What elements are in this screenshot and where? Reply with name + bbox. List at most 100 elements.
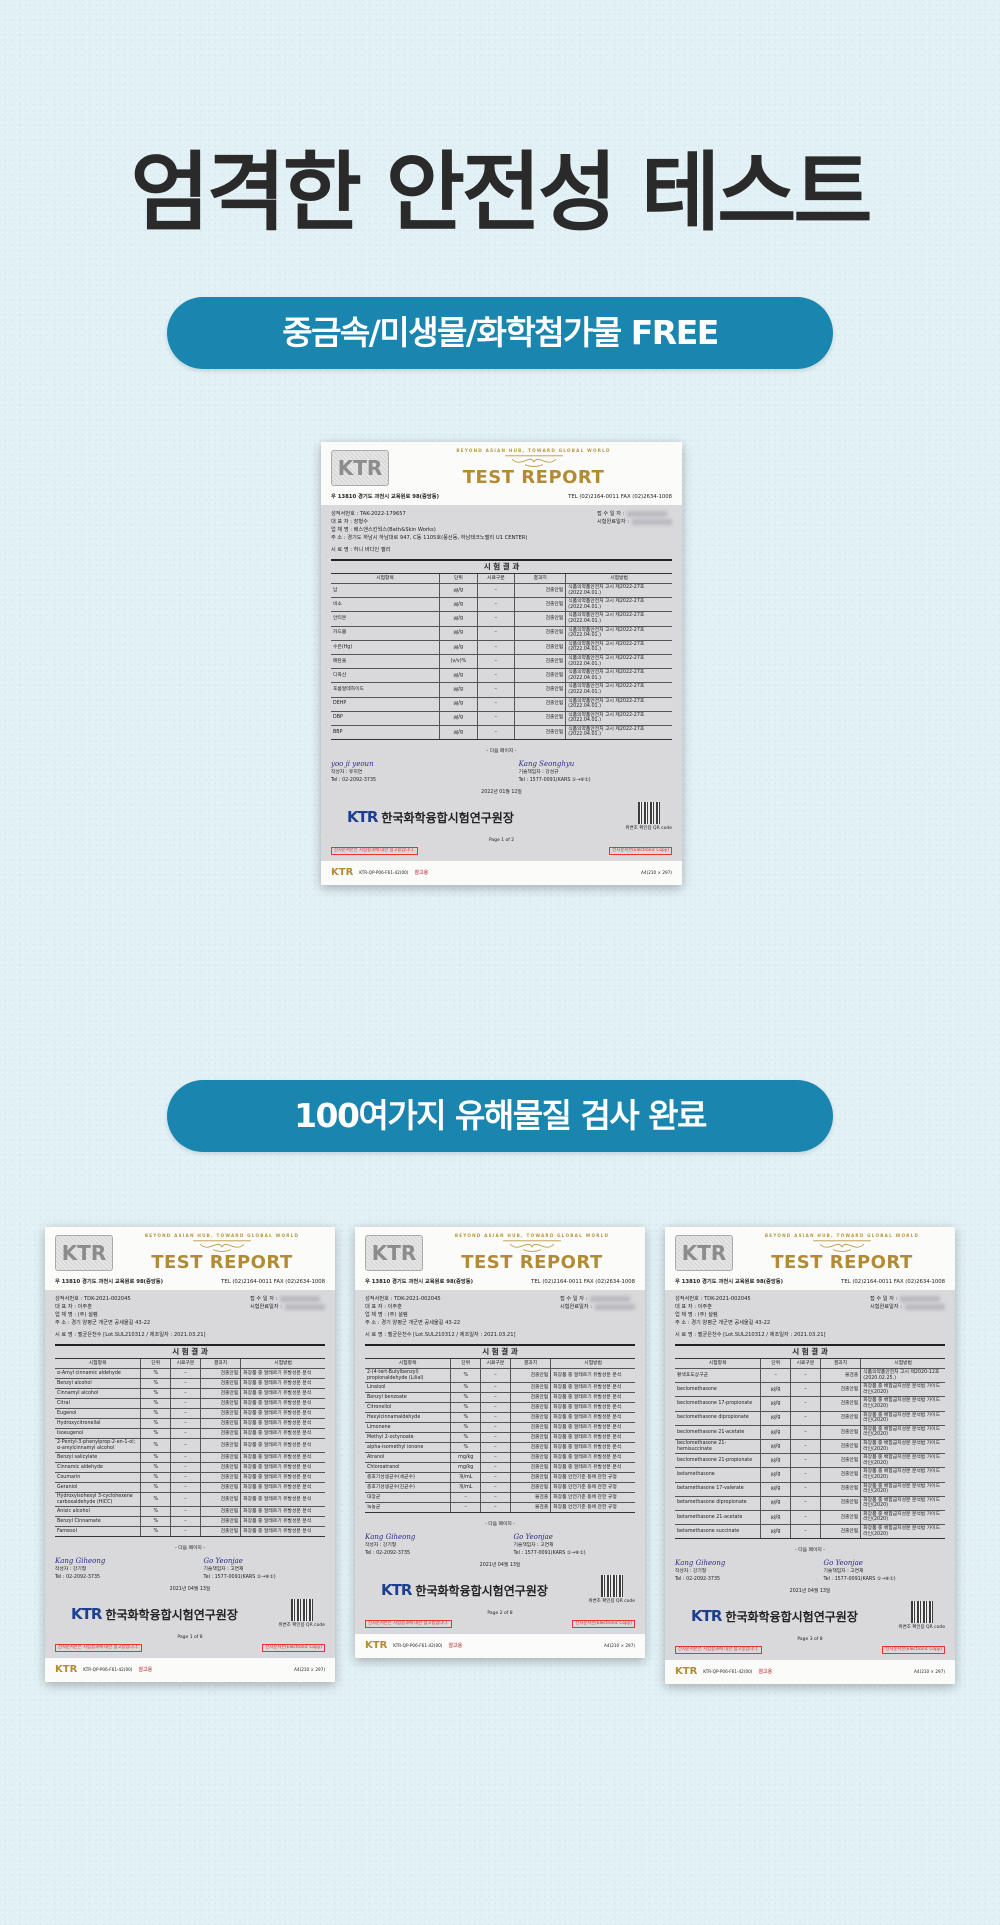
table-cell: – bbox=[481, 1393, 511, 1403]
issuer-row: KTR 한국화학융합시험연구원장 위변조 확인용 QR code bbox=[331, 802, 672, 832]
table-cell: Linalool bbox=[365, 1383, 452, 1393]
table-cell: 식품의약품안전처 고시 제2022-27호(2022.04.01.) bbox=[568, 613, 645, 624]
table-cell: 검출안됨 bbox=[201, 1517, 242, 1527]
electronic-copy-notices: 전자문서본은 시험결과에 대한 참고용입니다. 전자문서본(Electronic … bbox=[365, 1620, 635, 1629]
electronic-copy-notice: 전자문서본은 시험결과에 대한 참고용입니다. bbox=[331, 847, 418, 856]
table-cell: 화장품 중 알레르기 유발성분 분석 bbox=[243, 1484, 312, 1490]
table-cell: betamethasone 17-valerate bbox=[675, 1482, 762, 1496]
report-slogan: BEYOND ASIAN HUB, TOWARD GLOBAL WORLD bbox=[456, 448, 611, 453]
issuer-row: KTR 한국화학융합시험연구원장 위변조 확인용 QR code bbox=[55, 1599, 325, 1629]
signer-tel: Tel : 02-2092-3735 bbox=[55, 1575, 101, 1581]
column-header: 시험방법 bbox=[274, 1360, 292, 1366]
table-cell: – bbox=[171, 1527, 201, 1537]
table-cell: 화장품 중 알레르기 유발성분 분석 bbox=[553, 1404, 622, 1410]
lab-phone: TEL (02)2164-0011 FAX (02)2634-1008 bbox=[221, 1279, 325, 1285]
table-cell: – bbox=[478, 654, 516, 669]
applicant-info: 대 표 자 : 이주훈 bbox=[55, 1304, 92, 1310]
table-cell: ㎍/g bbox=[761, 1454, 792, 1468]
table-cell: Hexylcinnamaldehyde bbox=[365, 1413, 452, 1423]
report-header: KTR BEYOND ASIAN HUB, TOWARD GLOBAL WORLD… bbox=[665, 1227, 955, 1290]
table-cell: – bbox=[451, 1493, 482, 1503]
table-row: 녹농균 – – 불검출 화장품 안전기준 등에 관한 규정 bbox=[365, 1503, 635, 1513]
signer-tel: Tel : 02-2092-3735 bbox=[675, 1577, 721, 1583]
table-cell: – bbox=[451, 1503, 482, 1513]
sample-name: 시 료 명 : 허니 바디인 젤리 bbox=[331, 547, 391, 553]
table-cell: 개/mL bbox=[451, 1473, 482, 1483]
table-cell: % bbox=[451, 1383, 482, 1393]
table-cell: 검출안됨 bbox=[201, 1429, 242, 1438]
table-cell: 식품의약품안전처 고시 제2022-27호(2022.04.01.) bbox=[568, 627, 645, 639]
lab-address: 우 13810 경기도 과천시 교육원로 98(중앙동) bbox=[365, 1279, 474, 1285]
applicant-info-right: 접 수 일 자 : 시험완료일자 : bbox=[870, 1295, 945, 1327]
table-cell: – bbox=[478, 725, 516, 740]
signer-role: 기술책임자 : 고연재 bbox=[513, 1543, 554, 1549]
table-cell: beclomethasone bbox=[675, 1383, 762, 1397]
report-title: TEST REPORT bbox=[151, 1252, 293, 1273]
table-cell: – bbox=[171, 1419, 201, 1428]
page-number: Page 2 of 8 bbox=[487, 1611, 513, 1617]
applicant-info: 대 표 자 : 이주훈 bbox=[365, 1304, 402, 1310]
report-footer: KTR KTR-QP-P06-F61-42(00) 참고용 A4(210 × 297) bbox=[321, 861, 682, 886]
lab-address: 우 13810 경기도 과천시 교육원로 98(중앙동) bbox=[55, 1279, 164, 1285]
signer-right: Go Yeonjae 기술책임자 : 고연재 Tel : 1577-0091(KAR… bbox=[824, 1558, 946, 1584]
table-cell: % bbox=[141, 1517, 172, 1527]
table-cell: 검출안됨 bbox=[821, 1397, 862, 1411]
table-cell: 검출안됨 bbox=[515, 725, 567, 740]
applicant-info: 주 소 : 경기 양평군 개군면 공세울길 43-22 bbox=[365, 1320, 461, 1326]
table-row: Farnesol% – 검출안됨 화장품 중 알레르기 유발성분 분석 bbox=[55, 1527, 325, 1537]
table-row: Hydroxyisohexyl 3-cyclohexene carboxalde… bbox=[55, 1493, 325, 1508]
table-row: Hydroxycitronellal% – 검출안됨 화장품 중 알레르기 유발성분 … bbox=[55, 1419, 325, 1429]
table-cell: – bbox=[761, 1369, 792, 1383]
table-cell: Chloroatranol bbox=[365, 1463, 452, 1473]
table-cell: 수은(Hg) bbox=[331, 640, 441, 654]
table-cell: 화장품 안전기준 등에 관한 규정 bbox=[553, 1504, 617, 1510]
signature: Go Yeonjae bbox=[823, 1559, 863, 1568]
table-cell: Atranol bbox=[365, 1453, 452, 1463]
table-row: α-Amyl cinnamic aldehyde% – 검출안됨 화장품 중 알레르기… bbox=[55, 1369, 325, 1379]
table-cell: 디옥산 bbox=[331, 669, 441, 683]
ornament-icon bbox=[119, 1239, 325, 1253]
table-row: Methyl 2-octynoate% – 검출안됨 화장품 중 알레르기 유발성분 … bbox=[365, 1433, 635, 1444]
table-cell: BBP bbox=[331, 725, 441, 740]
table-header-row: 시험항목 단위 시료구분 결과치 시험방법 bbox=[331, 574, 672, 584]
signer-role: 작성자 : 유지연 bbox=[331, 770, 363, 776]
signer-tel: Tel : 1577-0091(KARS ①→⑧①) bbox=[513, 1551, 586, 1557]
applicant-info-left: 성적서번호 : TAK-2022-179657 대 표 자 : 장형수 업 체 명 … bbox=[331, 510, 589, 542]
table-cell: 검출안됨 bbox=[201, 1483, 242, 1493]
divider bbox=[331, 559, 672, 561]
ktr-logo-stamp: KTR bbox=[365, 1235, 423, 1271]
applicant-info-right: 접 수 일 자 : 시험완료일자 : bbox=[560, 1295, 635, 1327]
table-cell: 검출안됨 bbox=[511, 1369, 552, 1383]
table-cell: – bbox=[481, 1383, 511, 1393]
table-cell: 검출안됨 bbox=[821, 1510, 862, 1525]
table-cell: – bbox=[481, 1369, 511, 1383]
watermark-text: 참고용 bbox=[448, 1643, 463, 1650]
table-cell: 녹농균 bbox=[365, 1503, 452, 1513]
column-header: 시험방법 bbox=[894, 1360, 912, 1366]
table-cell: – bbox=[478, 669, 516, 683]
report-footer: KTR KTR-QP-P06-F61-42(00) 참고용 A4(210 × 297) bbox=[665, 1660, 955, 1685]
table-cell: 화장품 중 배합금지성분 분석법 가이드라인(2020) bbox=[863, 1440, 940, 1452]
qr-code-icon bbox=[290, 1599, 313, 1622]
table-cell: % bbox=[141, 1389, 172, 1398]
table-row: DEHP ㎍/g – 검출안됨 식품의약품안전처 고시 제2022-27호(2022.0… bbox=[331, 697, 672, 712]
table-cell: 총호기성생균수(세균수) bbox=[365, 1473, 452, 1483]
table-cell: 검출안됨 bbox=[201, 1439, 242, 1453]
footer-paper-size: A4(210 × 297) bbox=[604, 1643, 635, 1649]
lab-contact-row: 우 13810 경기도 과천시 교육원로 98(중앙동) TEL (02)2164… bbox=[365, 1279, 635, 1286]
issuer-row: KTR 한국화학융합시험연구원장 위변조 확인용 QR code bbox=[675, 1601, 945, 1631]
table-cell: – bbox=[171, 1379, 201, 1388]
table-cell: beclomethasone 17-propionate bbox=[675, 1397, 762, 1411]
table-cell: 화장품 중 알레르기 유발성분 분석 bbox=[553, 1434, 622, 1440]
table-cell: – bbox=[481, 1463, 511, 1473]
table-cell: 포름알데하이드 bbox=[331, 683, 441, 697]
table-cell: 검출안됨 bbox=[511, 1413, 552, 1423]
table-cell: % bbox=[451, 1443, 482, 1453]
date-label: 접 수 일 자 : bbox=[559, 1296, 588, 1302]
table-row: 총호기성생균수(세균수) 개/mL – 검출안됨 화장품 안전기준 등에 관한 규정 bbox=[365, 1473, 635, 1484]
date-line: 접 수 일 자 : bbox=[560, 1295, 635, 1303]
table-row: Cinnamic aldehyde% – 검출안됨 화장품 중 알레르기 유발성분 분… bbox=[55, 1463, 325, 1474]
table-row: 포름알데하이드 ㎍/g – 검출안됨 식품의약품안전처 고시 제2022-27호(202… bbox=[331, 683, 672, 698]
table-cell: ㎍/g bbox=[761, 1482, 792, 1496]
report-body: 성적서번호 : TAK-2022-179657 대 표 자 : 장형수 업 체 명 … bbox=[321, 505, 682, 861]
